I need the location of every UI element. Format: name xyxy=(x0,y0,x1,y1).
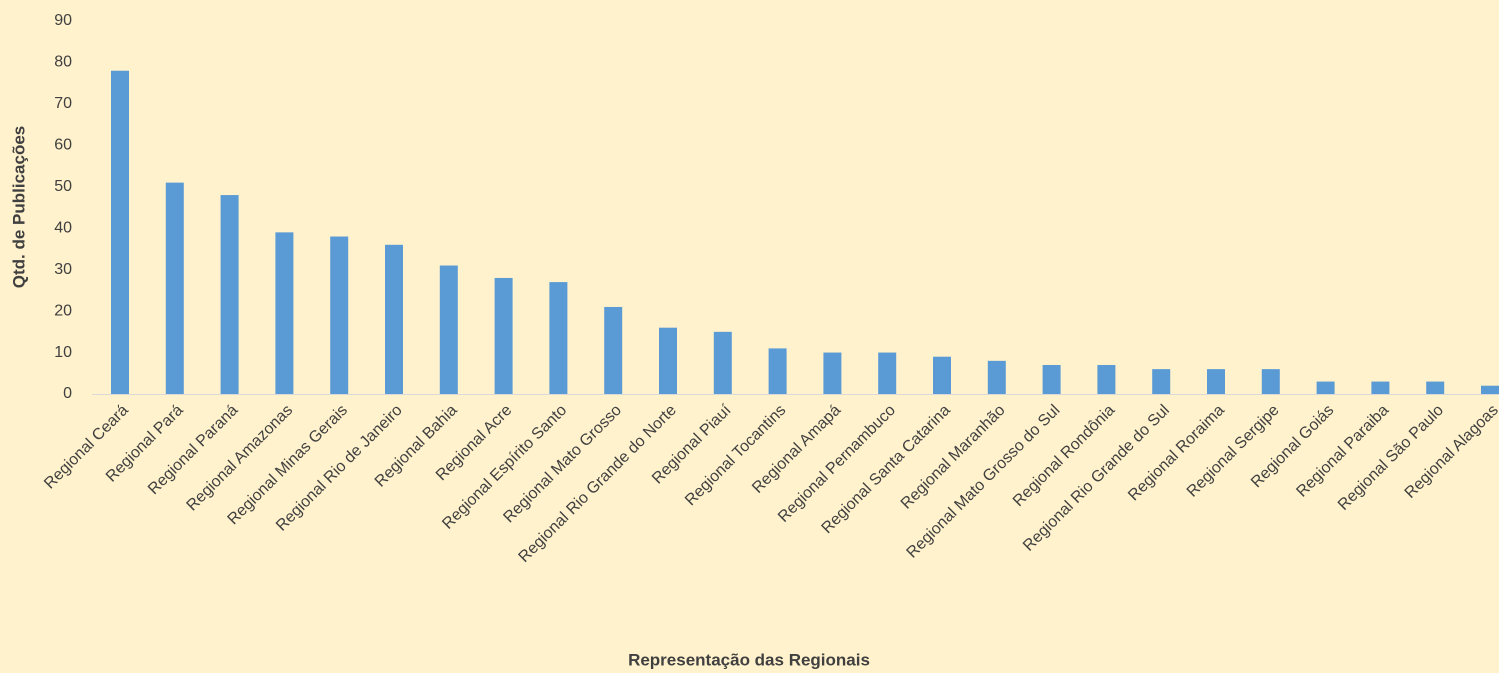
bar xyxy=(220,195,239,394)
x-axis-title: Representação das Regionais xyxy=(628,650,870,669)
bar xyxy=(1152,369,1171,394)
bar xyxy=(1042,364,1061,394)
bar xyxy=(275,232,294,394)
bar xyxy=(1261,369,1280,394)
bar xyxy=(439,265,458,394)
y-tick-label: 20 xyxy=(54,302,72,319)
bar xyxy=(549,282,568,394)
bar xyxy=(1481,385,1499,394)
y-tick-label: 80 xyxy=(54,54,72,71)
y-tick-label: 70 xyxy=(54,95,72,112)
bar xyxy=(1371,381,1390,394)
bar xyxy=(165,182,184,394)
y-axis-title: Qtd. de Publicações xyxy=(9,126,28,289)
bar xyxy=(823,352,842,394)
y-tick-label: 60 xyxy=(54,137,72,154)
bar xyxy=(111,70,129,394)
y-tick-label: 10 xyxy=(54,344,72,361)
y-tick-label: 0 xyxy=(63,385,72,402)
y-tick-label: 50 xyxy=(54,178,72,195)
y-tick-label: 90 xyxy=(54,12,72,29)
bar xyxy=(768,348,787,394)
bar xyxy=(1207,369,1225,394)
bar xyxy=(604,306,623,394)
bar xyxy=(987,360,1006,394)
bar xyxy=(330,236,349,394)
bar xyxy=(1316,381,1335,394)
bar xyxy=(1097,364,1116,394)
bar xyxy=(659,327,677,394)
bar xyxy=(494,277,513,394)
bar xyxy=(713,331,732,394)
bar xyxy=(1426,381,1445,394)
y-tick-label: 40 xyxy=(54,219,72,236)
bar xyxy=(878,352,897,394)
bar xyxy=(933,356,951,394)
bar xyxy=(385,244,403,394)
y-tick-label: 30 xyxy=(54,261,72,278)
